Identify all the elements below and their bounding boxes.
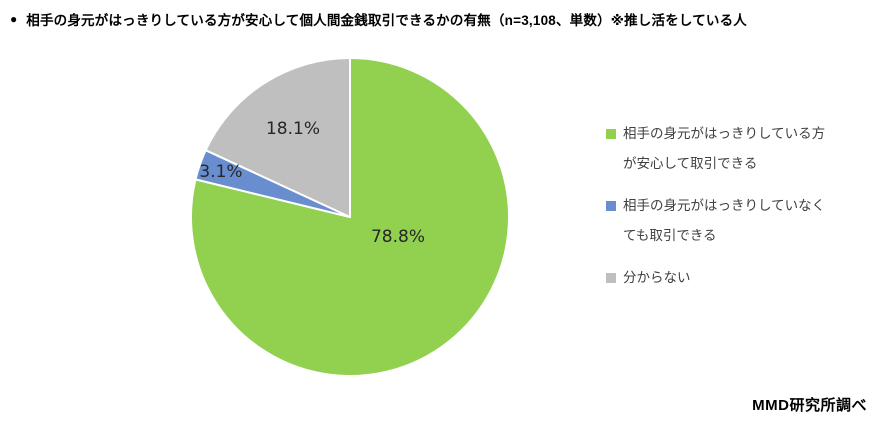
pie-data-label: 18.1%: [266, 119, 320, 139]
legend: 相手の身元がはっきりしている方 が安心して取引できる 相手の身元がはっきりしてい…: [606, 119, 856, 305]
page-title: 相手の身元がはっきりしている方が安心して個人間金銭取引できるかの有無（n=3,1…: [26, 13, 748, 28]
legend-item: 分からない: [606, 263, 856, 293]
legend-label: 相手の身元がはっきりしている方 が安心して取引できる: [623, 119, 825, 179]
pie-data-label: 78.8%: [371, 227, 425, 247]
pie-slice: [204, 57, 351, 218]
legend-label-line: 相手の身元がはっきりしている方: [623, 126, 826, 141]
source-credit: MMD研究所調べ: [752, 397, 867, 414]
legend-color-swatch: [606, 129, 616, 139]
legend-label-line: ても取引できる: [623, 228, 717, 243]
legend-label-line: が安心して取引できる: [623, 156, 758, 171]
legend-label-line: 分からない: [623, 270, 691, 285]
chart-title-row: ● 相手の身元がはっきりしている方が安心して個人間金銭取引できるかの有無（n=3…: [10, 9, 747, 29]
legend-label-line: 相手の身元がはっきりしていなく: [623, 198, 826, 213]
pie-chart: 78.8% 3.1% 18.1%: [190, 57, 510, 377]
pie-data-label: 3.1%: [199, 162, 242, 182]
legend-item: 相手の身元がはっきりしていなく ても取引できる: [606, 191, 856, 251]
legend-label: 分からない: [623, 263, 691, 293]
bullet-icon: ●: [10, 12, 18, 26]
legend-item: 相手の身元がはっきりしている方 が安心して取引できる: [606, 119, 856, 179]
legend-label: 相手の身元がはっきりしていなく ても取引できる: [623, 191, 825, 251]
legend-color-swatch: [606, 201, 616, 211]
legend-color-swatch: [606, 273, 616, 283]
